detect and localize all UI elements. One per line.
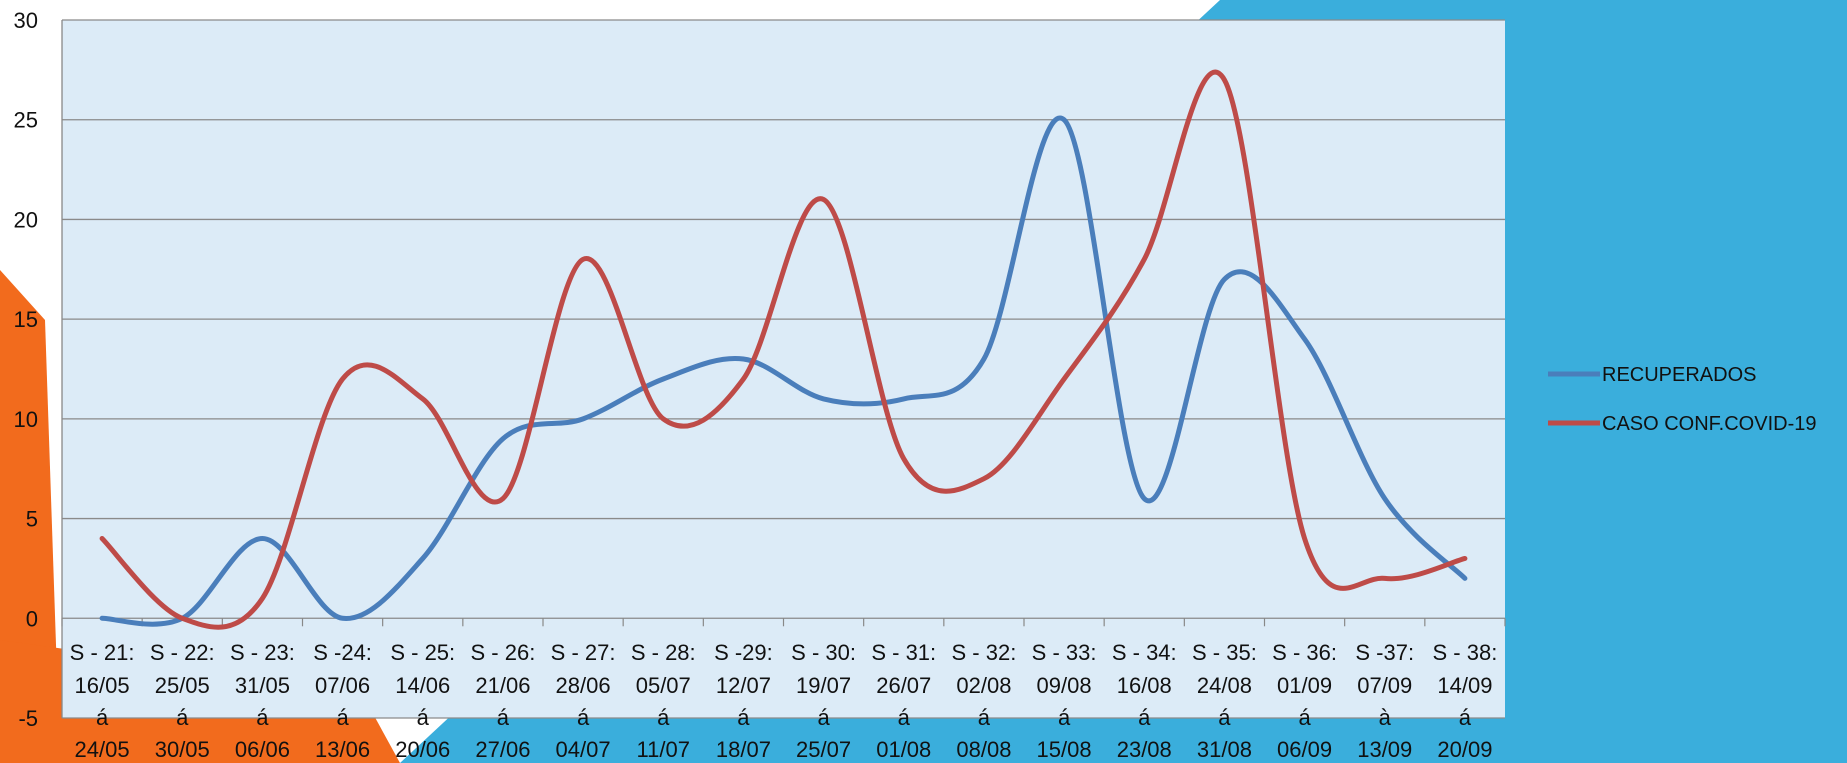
- legend-label: CASO CONF.COVID-19: [1602, 413, 1816, 435]
- y-tick-label: -5: [18, 706, 38, 731]
- legend-label: RECUPERADOS: [1602, 364, 1756, 386]
- x-category-label: S - 26: 21/06 á 27/06: [471, 640, 536, 762]
- x-category-label: S - 23: 31/05 á 06/06: [230, 640, 295, 762]
- x-category-label: S - 36: 01/09 á 06/09: [1272, 640, 1337, 762]
- x-category-label: S - 38: 14/09 á 20/09: [1433, 640, 1498, 762]
- y-tick-label: 0: [26, 606, 38, 631]
- series-line-0: [99, 115, 1468, 627]
- slide-orange-shape: [0, 270, 60, 763]
- x-category-label: S - 22: 25/05 á 30/05: [150, 640, 215, 762]
- y-tick-label: 30: [14, 8, 38, 33]
- x-category-label: S - 21: 16/05 á 24/05: [70, 640, 135, 762]
- x-category-label: S - 31: 26/07 á 01/08: [871, 640, 936, 762]
- gridlines: [61, 19, 1506, 719]
- x-category-label: S - 25: 14/06 á 20/06: [390, 640, 455, 762]
- plot-area: [62, 20, 1505, 718]
- x-category-label: S -24: 07/06 á 13/06: [313, 640, 372, 762]
- x-category-label: S - 33: 09/08 á 15/08: [1032, 640, 1097, 762]
- x-category-label: S - 30: 19/07 á 25/07: [791, 640, 856, 762]
- y-tick-label: 10: [14, 407, 38, 432]
- y-tick-label: 20: [14, 207, 38, 232]
- x-category-label: S - 34: 16/08 á 23/08: [1112, 640, 1177, 762]
- x-category-label: S -37: 07/09 à 13/09: [1355, 640, 1414, 762]
- x-category-label: S - 32: 02/08 á 08/08: [952, 640, 1017, 762]
- series-line-1: [99, 69, 1468, 630]
- y-tick-label: 15: [14, 307, 38, 332]
- x-category-label: S - 35: 24/08 á 31/08: [1192, 640, 1257, 762]
- series-lines: [99, 69, 1468, 630]
- y-tick-label: 25: [14, 108, 38, 133]
- x-axis-categories: S - 21: 16/05 á 24/05S - 22: 25/05 á 30/05S - …: [70, 640, 1498, 762]
- x-category-label: S - 27: 28/06 á 04/07: [551, 640, 616, 762]
- legend: RECUPERADOS CASO CONF.COVID-19: [1548, 364, 1816, 435]
- y-axis-ticks: -5 0 5 10 15 20 25 30: [14, 8, 38, 731]
- x-category-label: S - 28: 05/07 á 11/07: [631, 640, 696, 762]
- x-category-label: S -29: 12/07 á 18/07: [714, 640, 773, 762]
- y-tick-label: 5: [26, 507, 38, 532]
